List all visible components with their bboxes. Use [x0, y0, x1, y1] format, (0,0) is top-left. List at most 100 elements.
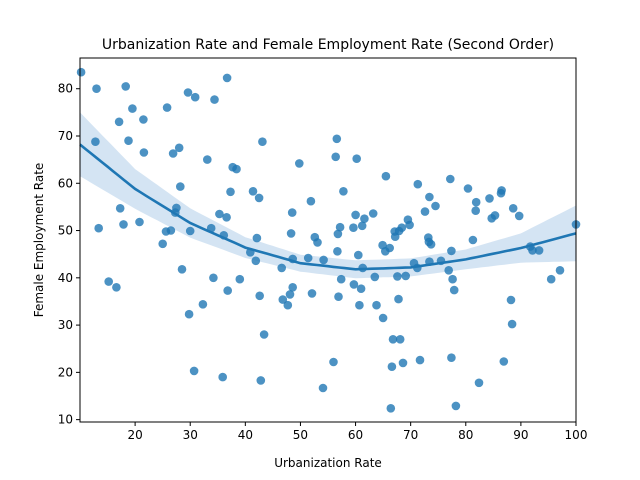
data-point [546, 274, 556, 284]
y-tick-label: 30 [58, 318, 73, 332]
data-point [287, 208, 297, 217]
data-point [190, 92, 200, 102]
data-point [393, 272, 402, 281]
data-point [329, 357, 338, 367]
data-point [215, 209, 224, 219]
data-point [534, 246, 544, 255]
data-point [463, 184, 473, 193]
data-point [256, 376, 266, 385]
data-point [333, 247, 342, 256]
data-point [185, 226, 195, 236]
data-point [254, 193, 264, 203]
data-point [351, 210, 360, 220]
data-point [121, 82, 130, 91]
data-point [285, 290, 295, 299]
data-point [331, 152, 341, 162]
y-axis-label: Female Employment Rate [32, 163, 46, 318]
data-point [555, 266, 565, 275]
data-point [91, 137, 100, 146]
data-point [354, 250, 363, 260]
data-point [425, 192, 434, 202]
data-point [162, 103, 172, 112]
data-point [386, 404, 396, 413]
chart-title: Urbanization Rate and Female Employment … [102, 37, 554, 53]
data-point [451, 401, 461, 411]
axes-frame [79, 57, 577, 423]
data-point [128, 104, 137, 113]
data-point [431, 201, 440, 211]
data-point [177, 265, 187, 274]
data-point [286, 229, 296, 238]
data-point [168, 149, 178, 158]
data-point [222, 213, 231, 222]
data-point [372, 300, 381, 310]
y-tick-label: 40 [58, 271, 73, 285]
data-point [336, 274, 346, 284]
data-point [226, 187, 235, 197]
data-point [313, 238, 322, 247]
confidence-band [80, 112, 576, 279]
data-point [339, 187, 348, 196]
data-point [514, 211, 524, 221]
data-point [104, 277, 113, 286]
y-tick-label: 70 [58, 129, 73, 143]
x-tick-label: 20 [127, 428, 142, 442]
data-point [252, 233, 262, 243]
data-point [259, 330, 269, 339]
data-point [471, 197, 481, 207]
data-point [135, 217, 144, 227]
data-point [420, 207, 430, 216]
x-axis-label: Urbanization Rate [274, 456, 382, 470]
data-point [222, 73, 232, 83]
data-point [218, 372, 227, 382]
data-point [139, 115, 148, 124]
y-tick-label: 60 [58, 176, 73, 190]
x-tick-label: 70 [403, 428, 418, 442]
data-point [248, 187, 258, 196]
data-point [258, 137, 267, 146]
data-point [397, 223, 407, 232]
data-point [490, 211, 500, 220]
data-point [378, 313, 388, 323]
data-point [401, 271, 411, 281]
data-point [334, 292, 343, 302]
y-tick-label: 10 [58, 413, 73, 427]
data-point [92, 84, 101, 93]
data-point [360, 214, 369, 223]
data-point [333, 229, 343, 239]
y-tick-label: 80 [58, 82, 73, 96]
data-point [332, 134, 342, 144]
data-point [387, 362, 397, 372]
data-point [158, 239, 167, 249]
data-point [357, 221, 367, 231]
x-tick-label: 50 [293, 428, 308, 442]
data-point [444, 266, 454, 275]
plot-area [76, 67, 581, 413]
data-point [288, 283, 298, 292]
y-tick-label: 20 [58, 365, 73, 379]
regression-curve [79, 143, 577, 271]
data-point [499, 357, 509, 366]
data-point [189, 366, 199, 376]
data-point [356, 284, 366, 294]
data-point [528, 246, 537, 255]
data-point [426, 240, 436, 249]
data-point [381, 171, 391, 181]
data-point [335, 222, 345, 232]
x-tick-label: 40 [238, 428, 253, 442]
data-point [370, 272, 380, 282]
data-point [115, 204, 125, 213]
data-point [166, 226, 176, 235]
data-point [283, 300, 293, 310]
data-point [209, 273, 218, 283]
data-point [385, 243, 395, 253]
data-point [506, 295, 516, 305]
y-tick-label: 50 [58, 224, 73, 238]
data-point [318, 383, 328, 393]
data-point [183, 88, 193, 97]
data-point [355, 300, 364, 310]
data-point [119, 220, 128, 229]
x-axis-ticks: 20 30 40 50 60 70 80 90 100 [127, 422, 587, 442]
data-point [232, 164, 241, 174]
y-axis-ticks: 10 20 30 40 50 60 70 80 [58, 82, 80, 427]
